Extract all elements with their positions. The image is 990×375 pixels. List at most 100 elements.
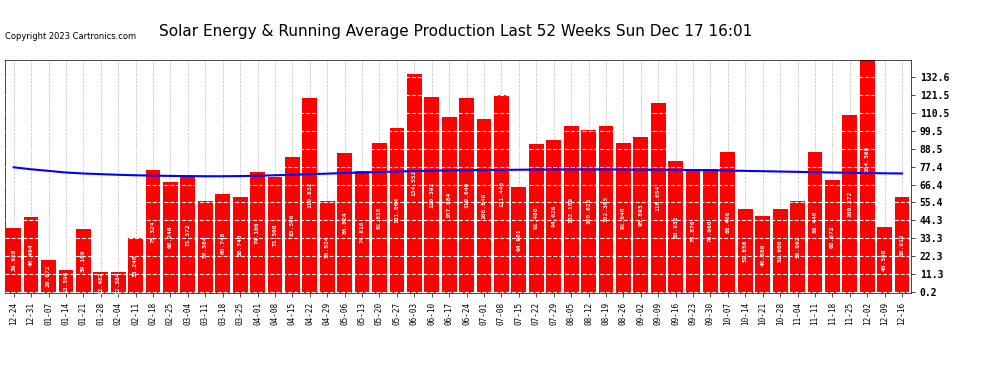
Bar — [372, 143, 387, 292]
Bar — [58, 270, 73, 292]
Bar — [302, 98, 317, 292]
Bar — [895, 197, 910, 292]
Text: 33.240: 33.240 — [133, 254, 138, 277]
Bar — [476, 119, 491, 292]
Bar — [494, 95, 509, 292]
Bar — [24, 217, 39, 292]
Bar — [76, 229, 91, 292]
Text: 116.654: 116.654 — [655, 184, 660, 211]
Bar — [111, 272, 126, 292]
Text: 102.169: 102.169 — [568, 196, 573, 223]
Text: 75.324: 75.324 — [150, 220, 155, 243]
Text: 71.372: 71.372 — [185, 223, 190, 246]
Text: 13.596: 13.596 — [63, 270, 68, 293]
Bar — [825, 180, 840, 292]
Text: 58.912: 58.912 — [900, 233, 905, 256]
Bar — [738, 209, 752, 292]
Text: 80.932: 80.932 — [673, 216, 678, 238]
Text: 164.368: 164.368 — [864, 146, 870, 172]
Bar — [599, 126, 614, 292]
Text: 86.466: 86.466 — [726, 211, 731, 234]
Bar — [546, 140, 561, 292]
Bar — [808, 152, 823, 292]
Bar — [581, 130, 596, 292]
Bar — [634, 136, 648, 292]
Text: 46.464: 46.464 — [29, 243, 34, 266]
Text: 46.880: 46.880 — [760, 243, 765, 266]
Text: 107.884: 107.884 — [446, 192, 451, 218]
Bar — [93, 272, 108, 292]
Text: 101.064: 101.064 — [394, 197, 399, 223]
Bar — [529, 144, 544, 292]
Bar — [616, 143, 631, 292]
Text: 74.816: 74.816 — [359, 220, 364, 243]
Bar — [860, 25, 874, 293]
Text: 86.440: 86.440 — [813, 211, 818, 234]
Text: 121.448: 121.448 — [499, 181, 504, 207]
Text: 39.928: 39.928 — [11, 249, 16, 271]
Text: Copyright 2023 Cartronics.com: Copyright 2023 Cartronics.com — [5, 32, 136, 41]
Text: 91.816: 91.816 — [377, 207, 382, 229]
Bar — [442, 117, 456, 292]
Text: 60.748: 60.748 — [220, 232, 225, 254]
Bar — [407, 74, 422, 292]
Text: 51.600: 51.600 — [778, 239, 783, 262]
Text: 40.568: 40.568 — [882, 248, 887, 271]
Text: 102.365: 102.365 — [604, 196, 609, 222]
Text: Solar Energy & Running Average Production Last 52 Weeks Sun Dec 17 16:01: Solar Energy & Running Average Productio… — [158, 24, 752, 39]
Bar — [6, 228, 21, 292]
Bar — [320, 201, 335, 292]
Text: 109.272: 109.272 — [847, 190, 852, 217]
Bar — [180, 177, 195, 292]
Text: 75.876: 75.876 — [691, 220, 696, 242]
Text: 120.392: 120.392 — [430, 182, 435, 208]
Text: 56.024: 56.024 — [325, 236, 330, 258]
Text: 106.840: 106.840 — [481, 192, 486, 219]
Bar — [233, 197, 248, 292]
Text: 20.072: 20.072 — [46, 265, 51, 287]
Bar — [755, 216, 770, 292]
Bar — [790, 201, 805, 292]
Bar — [721, 152, 736, 292]
Text: 76.060: 76.060 — [708, 219, 713, 242]
Text: 83.596: 83.596 — [290, 213, 295, 236]
Bar — [215, 194, 230, 292]
Text: 119.640: 119.640 — [464, 182, 469, 209]
Text: 91.840: 91.840 — [621, 207, 626, 229]
Bar — [267, 177, 282, 292]
Text: 12.482: 12.482 — [98, 271, 103, 294]
Bar — [338, 153, 352, 292]
Text: 12.384: 12.384 — [116, 271, 121, 294]
Text: 64.901: 64.901 — [517, 228, 522, 251]
Bar — [842, 115, 857, 292]
Text: 91.480: 91.480 — [534, 207, 539, 230]
Text: 51.656: 51.656 — [742, 239, 747, 262]
Bar — [425, 97, 440, 292]
Bar — [198, 201, 213, 292]
Text: 39.109: 39.109 — [81, 249, 86, 272]
Text: 68.972: 68.972 — [830, 225, 835, 248]
Bar — [773, 209, 788, 292]
Bar — [459, 98, 474, 292]
Text: 86.024: 86.024 — [343, 211, 347, 234]
Bar — [686, 169, 701, 292]
Text: 71.300: 71.300 — [272, 223, 277, 246]
Text: 58.740: 58.740 — [238, 234, 243, 256]
Bar — [42, 260, 55, 292]
Bar — [512, 187, 527, 292]
Bar — [128, 238, 143, 292]
Bar — [163, 182, 178, 292]
Bar — [563, 126, 578, 292]
Bar — [285, 157, 300, 292]
Text: 119.832: 119.832 — [307, 182, 312, 208]
Text: 94.026: 94.026 — [551, 205, 556, 227]
Bar — [250, 172, 265, 292]
Text: 100.025: 100.025 — [586, 198, 591, 224]
Text: 95.893: 95.893 — [639, 203, 644, 226]
Text: 74.100: 74.100 — [255, 221, 260, 243]
Bar — [668, 161, 683, 292]
Bar — [146, 170, 160, 292]
Bar — [650, 103, 665, 292]
Bar — [877, 226, 892, 292]
Text: 134.552: 134.552 — [412, 170, 417, 196]
